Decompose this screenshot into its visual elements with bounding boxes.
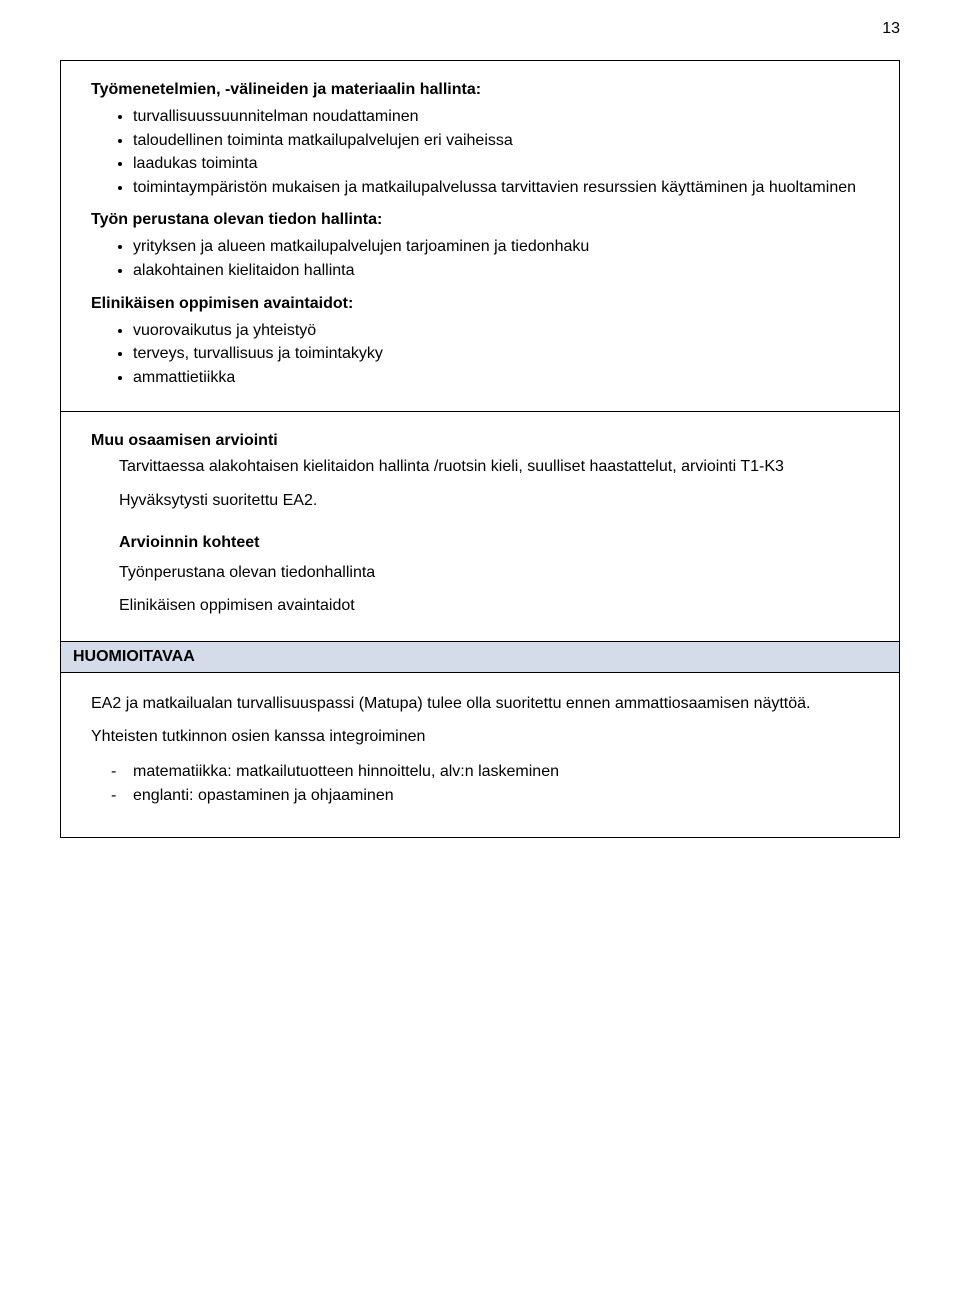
heading-lifelong: Elinikäisen oppimisen avaintaidot: [91, 295, 879, 313]
list-item: toimintaympäristön mukaisen ja matkailup… [133, 176, 879, 200]
para-target1: Työnperustana olevan tiedonhallinta [119, 562, 879, 584]
cell-notes: EA2 ja matkailualan turvallisuuspassi (M… [61, 673, 899, 837]
section-bar-notes: HUOMIOITAVAA [61, 642, 899, 673]
para-ea2: Hyväksytysti suoritettu EA2. [119, 490, 879, 512]
para-note1: EA2 ja matkailualan turvallisuuspassi (M… [91, 693, 879, 715]
list-lifelong: vuorovaikutus ja yhteistyö terveys, turv… [91, 319, 879, 390]
list-knowledge: yrityksen ja alueen matkailupalvelujen t… [91, 235, 879, 282]
list-item: vuorovaikutus ja yhteistyö [133, 319, 879, 343]
page-number: 13 [882, 20, 900, 38]
heading-methods: Työmenetelmien, -välineiden ja materiaal… [91, 81, 879, 99]
list-item: taloudellinen toiminta matkailupalveluje… [133, 129, 879, 153]
list-item: englanti: opastaminen ja ohjaaminen [133, 784, 879, 808]
list-item: turvallisuussuunnitelman noudattaminen [133, 105, 879, 129]
list-item: laadukas toiminta [133, 152, 879, 176]
list-methods: turvallisuussuunnitelman noudattaminen t… [91, 105, 879, 199]
cell-other-assessment: Muu osaamisen arviointi Tarvittaessa ala… [61, 412, 899, 641]
heading-knowledge: Työn perustana olevan tiedon hallinta: [91, 211, 879, 229]
list-item: ammattietiikka [133, 366, 879, 390]
list-item: terveys, turvallisuus ja toimintakyky [133, 342, 879, 366]
document-table: Työmenetelmien, -välineiden ja materiaal… [60, 60, 900, 838]
list-item: alakohtainen kielitaidon hallinta [133, 259, 879, 283]
para-target2: Elinikäisen oppimisen avaintaidot [119, 595, 879, 617]
para-note2: Yhteisten tutkinnon osien kanssa integro… [91, 726, 879, 748]
para-language: Tarvittaessa alakohtaisen kielitaidon ha… [119, 456, 879, 478]
cell-methods: Työmenetelmien, -välineiden ja materiaal… [61, 61, 899, 412]
heading-assessment-targets: Arvioinnin kohteet [119, 534, 879, 552]
list-integration: matematiikka: matkailutuotteen hinnoitte… [91, 760, 879, 807]
heading-other-assessment: Muu osaamisen arviointi [91, 432, 879, 450]
list-item: yrityksen ja alueen matkailupalvelujen t… [133, 235, 879, 259]
list-item: matematiikka: matkailutuotteen hinnoitte… [133, 760, 879, 784]
